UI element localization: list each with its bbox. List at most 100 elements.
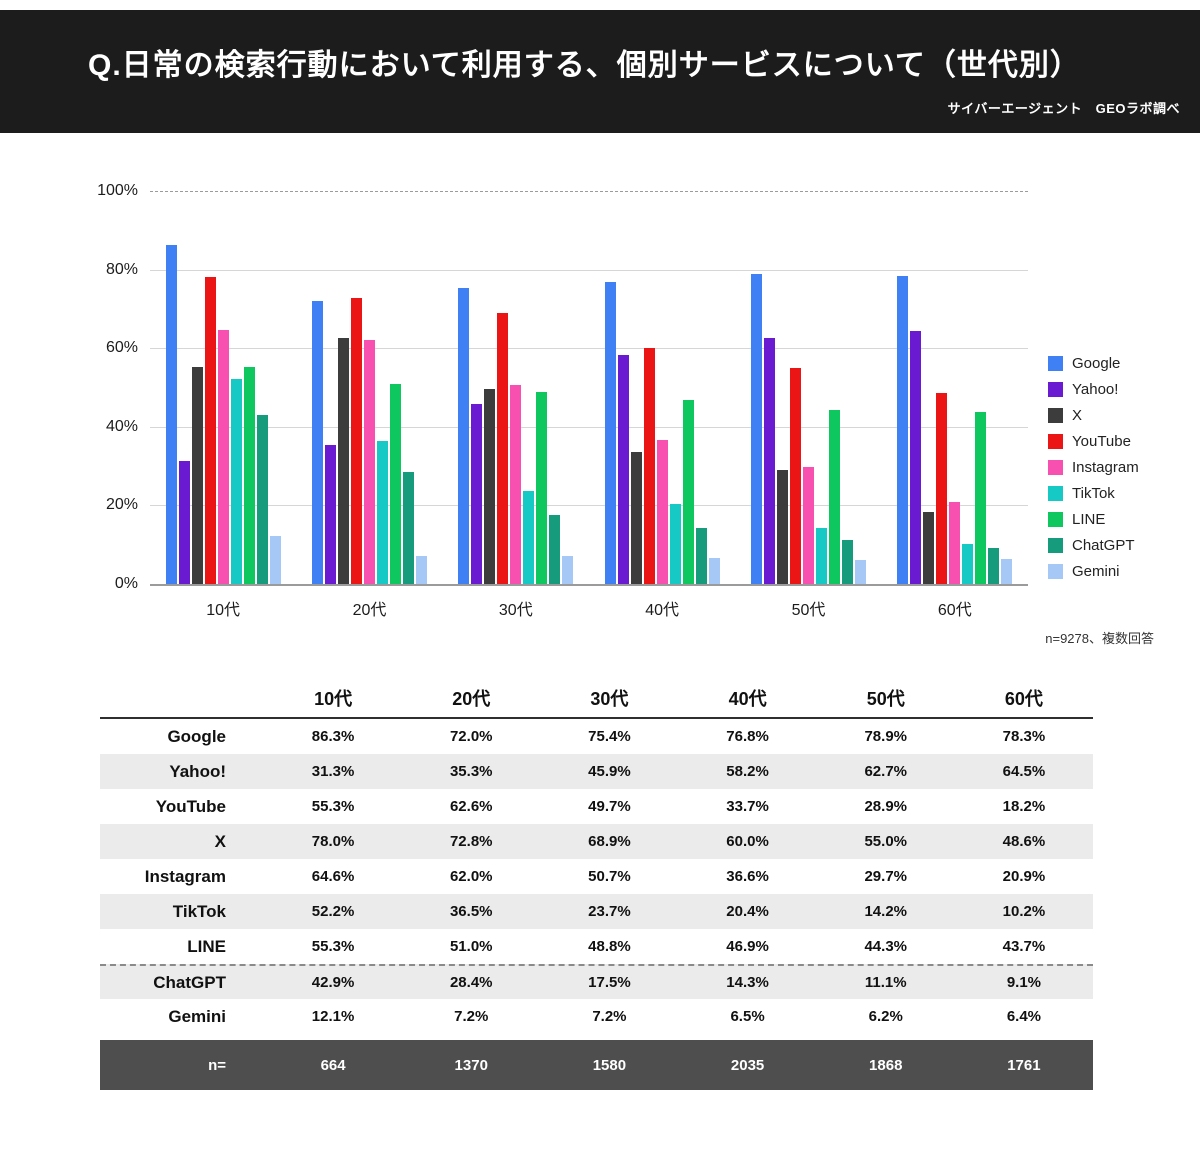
bar-group-20: 20代 — [311, 191, 427, 619]
bar-google — [458, 287, 470, 584]
cell-youtube-20: 62.6% — [449, 798, 493, 815]
data-table: 10代 20代 30代 40代 50代 60代 Google 86.3% 72.0% 75.4% 7… — [100, 679, 1093, 1090]
bar-instagram — [949, 501, 961, 584]
page-title: Q.日常の検索行動において利用する、個別サービスについて（世代別） — [88, 49, 1081, 82]
bar-gemini — [1001, 558, 1013, 584]
y-axis-label: 40% — [105, 417, 138, 435]
cell-instagram-30: 50.7% — [588, 868, 631, 885]
bar-x — [484, 388, 496, 584]
cell-google-60: 78.3% — [1002, 728, 1046, 745]
line-swatch-icon — [1048, 512, 1063, 527]
bar-gemini — [708, 558, 720, 584]
google-swatch-icon — [1048, 356, 1063, 371]
cell-yahoo-20: 35.3% — [449, 763, 493, 780]
table-row-chatgpt: ChatGPT 42.9% 28.4% 17.5% 14.3% 11.1% 9.1% — [100, 964, 1093, 999]
row-label-line: LINE — [187, 936, 226, 956]
cell-chatgpt-10: 42.9% — [311, 974, 355, 991]
cell-x-30: 68.9% — [588, 833, 631, 850]
cell-instagram-20: 62.0% — [449, 868, 493, 885]
legend-label: YouTube — [1072, 433, 1131, 450]
gemini-swatch-icon — [1048, 564, 1063, 579]
bar-youtube — [789, 367, 801, 584]
bar-tiktok — [230, 378, 242, 584]
bar-chatgpt — [402, 472, 414, 584]
bar-gemini — [415, 555, 427, 584]
cell-line-30: 48.8% — [588, 938, 631, 955]
row-label-yahoo: Yahoo! — [169, 761, 226, 781]
cell-x-40: 60.0% — [726, 833, 769, 850]
table-row-gemini: Gemini 12.1% 7.2% 7.2% 6.5% 6.2% 6.4% — [100, 999, 1093, 1034]
cell-youtube-10: 55.3% — [311, 798, 355, 815]
bar-line — [682, 399, 694, 584]
gridline — [150, 191, 1028, 192]
row-label-youtube: YouTube — [155, 796, 226, 816]
cell-chatgpt-60: 9.1% — [1006, 974, 1042, 991]
cell-tiktok-30: 23.7% — [588, 903, 631, 920]
bar-youtube — [936, 393, 948, 584]
cell-gemini-50: 6.2% — [868, 1008, 903, 1025]
x-axis-label: 50代 — [791, 602, 826, 619]
yahoo-swatch-icon — [1048, 382, 1063, 397]
bar-yahoo — [471, 403, 483, 584]
cell-x-20: 72.8% — [449, 833, 493, 850]
table-row-google: Google 86.3% 72.0% 75.4% 76.8% 78.9% 78.3% — [100, 719, 1093, 754]
legend-label: X — [1072, 407, 1083, 424]
cell-n-50: 1868 — [869, 1056, 903, 1074]
cell-tiktok-40: 20.4% — [726, 903, 769, 920]
legend-item-instagram: Instagram — [1048, 459, 1139, 476]
cell-chatgpt-40: 14.3% — [726, 974, 769, 991]
table-row-tiktok: TikTok 52.2% 36.5% 23.7% 20.4% 14.2% 10.2% — [100, 894, 1093, 929]
bar-line — [536, 392, 548, 584]
bar-chart: 100% 80% 60% 40% 20% 0% 10代 20代 30代 40代 50代 60代 — [97, 182, 1028, 619]
bar-group-60: 60代 — [897, 191, 1013, 619]
column-header-30: 30代 — [590, 689, 629, 709]
legend-label: Gemini — [1072, 563, 1120, 580]
bar-tiktok — [815, 528, 827, 584]
bar-x — [923, 512, 935, 584]
cell-n-30: 1580 — [592, 1056, 627, 1074]
bar-x — [337, 337, 349, 584]
table-header-row: 10代 20代 30代 40代 50代 60代 — [100, 679, 1093, 719]
column-header-50: 50代 — [866, 689, 905, 709]
table-row-x: X 78.0% 72.8% 68.9% 60.0% 55.0% 48.6% — [100, 824, 1093, 859]
cell-google-50: 78.9% — [864, 728, 908, 745]
cell-youtube-40: 33.7% — [726, 798, 769, 815]
gridline — [150, 348, 1028, 350]
bar-youtube — [643, 348, 655, 584]
legend-label: LINE — [1072, 511, 1106, 528]
cell-n-60: 1761 — [1007, 1056, 1041, 1074]
cell-n-40: 2035 — [730, 1056, 765, 1074]
bar-yahoo — [324, 445, 336, 584]
bar-google — [750, 273, 762, 584]
cell-gemini-20: 7.2% — [454, 1008, 489, 1025]
bar-youtube — [204, 277, 216, 584]
bar-tiktok — [523, 490, 535, 584]
cell-chatgpt-50: 11.1% — [864, 974, 907, 991]
bar-yahoo — [763, 337, 775, 584]
bar-group-40: 40代 — [604, 191, 720, 619]
bar-yahoo — [178, 461, 190, 584]
bar-chatgpt — [841, 540, 853, 584]
row-label-n: n= — [208, 1056, 226, 1074]
bar-yahoo — [910, 330, 922, 584]
gridline — [150, 426, 1028, 428]
y-axis-label: 20% — [105, 496, 138, 514]
cell-tiktok-50: 14.2% — [864, 903, 908, 920]
row-label-tiktok: TikTok — [172, 901, 226, 921]
cell-youtube-30: 49.7% — [588, 798, 631, 815]
bar-instagram — [656, 440, 668, 584]
legend-item-line: LINE — [1048, 511, 1139, 528]
column-header-40: 40代 — [728, 689, 767, 709]
cell-instagram-10: 64.6% — [311, 868, 355, 885]
row-label-instagram: Instagram — [144, 866, 226, 886]
table-row-yahoo: Yahoo! 31.3% 35.3% 45.9% 58.2% 62.7% 64.5% — [100, 754, 1093, 789]
cell-google-10: 86.3% — [311, 728, 355, 745]
cell-yahoo-10: 31.3% — [311, 763, 355, 780]
cell-line-60: 43.7% — [1002, 938, 1046, 955]
bar-youtube — [350, 297, 362, 584]
x-axis-label: 40代 — [645, 602, 680, 619]
chart-legend: Google Yahoo! X YouTube Instagram TikTok LINE C… — [1048, 355, 1139, 589]
legend-label: ChatGPT — [1072, 537, 1135, 554]
cell-gemini-60: 6.4% — [1006, 1008, 1042, 1025]
legend-item-google: Google — [1048, 355, 1139, 372]
